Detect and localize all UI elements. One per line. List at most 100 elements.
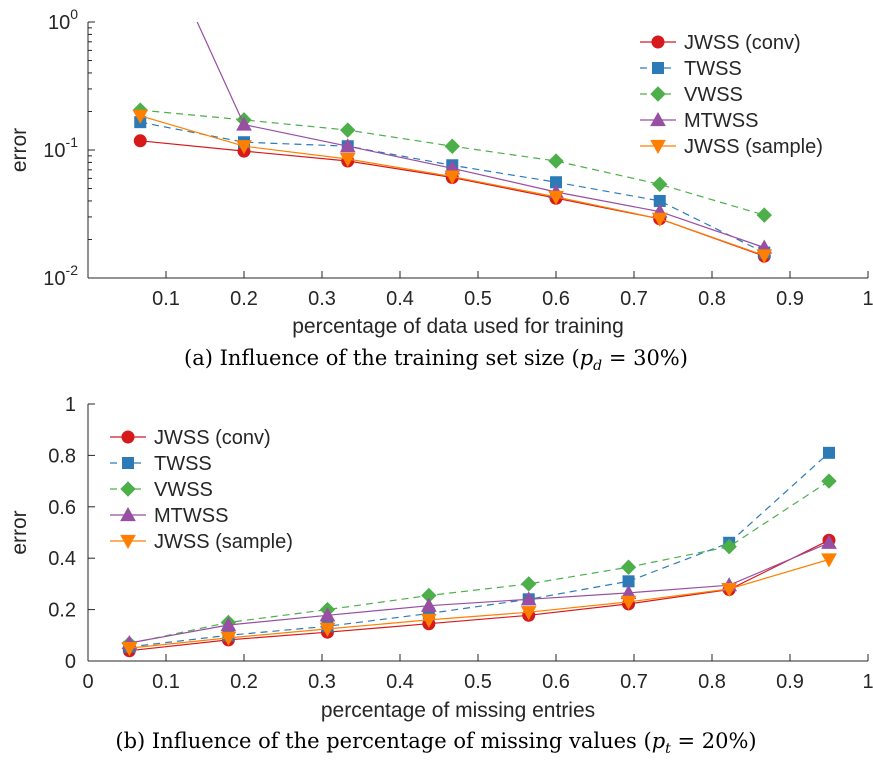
chart-b-caption: (b) Influence of the percentage of missi… xyxy=(115,729,756,757)
chart-a-legend: JWSS (conv) TWSS VWSS MTWSS JWSS (sample) xyxy=(640,32,823,158)
chart-a-series-twss xyxy=(134,116,771,259)
chart-b-series-twss-line xyxy=(129,452,830,648)
chart-b-x-tick-label: 0.4 xyxy=(386,671,414,693)
chart-b-legend-marker xyxy=(120,506,136,522)
chart-b-caption-part: p xyxy=(652,729,665,753)
chart-a-y-tick-exp: -1 xyxy=(66,134,79,150)
chart-b-legend: JWSS (conv) TWSS VWSS MTWSS JWSS (sample) xyxy=(110,427,293,553)
chart-a-series-jwss-sample-point xyxy=(236,140,252,155)
chart-a-x-tick-label: 0.1 xyxy=(152,288,180,310)
chart-b-series-vwss-point xyxy=(821,473,837,489)
chart-a-series-mtwss-point xyxy=(236,116,252,131)
chart-a-y-tick-exp: -2 xyxy=(66,262,79,278)
chart-a-series-jwss-sample-line xyxy=(140,115,765,257)
chart-b-caption-part: = 20%) xyxy=(671,729,757,753)
chart-a-series-jwss-sample-point xyxy=(444,170,461,185)
chart-a-legend-label: JWSS (sample) xyxy=(684,136,823,158)
chart-a-legend-marker xyxy=(650,111,666,127)
chart-a-series-jwss-sample-point xyxy=(339,152,356,168)
chart-a-caption-part: d xyxy=(593,358,602,374)
chart-b-caption-part: (b) Influence of the percentage of missi… xyxy=(115,729,651,753)
chart-a-series-mtwss-line xyxy=(196,22,765,249)
chart-a-series-jwss-sample-point xyxy=(548,190,564,205)
chart-a-legend-marker xyxy=(651,35,665,49)
chart-a-series-mtwss-point xyxy=(339,138,356,153)
chart-a-legend-label: MTWSS xyxy=(684,110,758,132)
chart-a-caption-part: (a) Influence of the training set size ( xyxy=(184,346,580,370)
chart-b-legend-marker xyxy=(120,481,136,497)
chart-a-x-tick-label: 0.4 xyxy=(386,288,414,310)
chart-b-y-tick-label: 0.8 xyxy=(48,445,76,467)
chart-a-x-tick-label: 1 xyxy=(862,288,873,310)
chart-b-legend-label: VWSS xyxy=(154,479,213,501)
chart-b-legend-label: MTWSS xyxy=(154,505,228,527)
chart-b-x-tick-label: 0 xyxy=(82,671,93,693)
chart-b-x-tick-label: 0.8 xyxy=(698,671,726,693)
chart-b-x-tick-label: 0.3 xyxy=(308,671,336,693)
chart-b-legend-label: JWSS (conv) xyxy=(154,427,271,449)
chart-a-series-vwss-point xyxy=(756,207,772,223)
chart-b-series-twss-point xyxy=(823,446,835,459)
chart-a-y-axis-label: error xyxy=(8,128,31,172)
chart-a-caption-part: p xyxy=(580,346,593,370)
chart-a-x-tick-label: 0.5 xyxy=(464,288,492,310)
chart-b-legend-marker xyxy=(120,534,136,550)
chart-b-series-mtwss-point xyxy=(421,597,437,612)
chart-a-series-jwss-sample-point xyxy=(756,249,773,264)
chart-a-legend-label: JWSS (conv) xyxy=(684,32,801,54)
chart-b-series-vwss-point xyxy=(721,538,737,555)
chart-a-series-jwss-conv-point xyxy=(133,134,147,148)
chart-b-series-mtwss-point xyxy=(220,616,237,632)
chart-b: 0 0.1 0.2 0.3 0.4 0.5 0.6 0.7 0.8 0.9 1 0 0.2 0.4 0.6 0… xyxy=(8,394,873,757)
chart-a-x-tick-label: 0.9 xyxy=(776,288,804,310)
chart-b-x-tick-label: 1 xyxy=(862,671,873,693)
chart-a-series-vwss-point xyxy=(340,122,356,138)
chart-b-series-vwss-line xyxy=(129,480,830,645)
chart-a-y-tick-label: 10-2 xyxy=(43,262,78,290)
chart-b-x-axis-label: percentage of missing entries xyxy=(321,699,595,722)
chart-a-y-tick-label: 100 xyxy=(48,6,78,34)
chart-b-series-jwss-sample-point xyxy=(520,606,537,621)
chart-b-x-tick-label: 0.2 xyxy=(230,671,258,693)
chart-a-y-tick-base: 10 xyxy=(43,268,65,290)
chart-a-y-tick-base: 10 xyxy=(43,140,65,162)
chart-a-caption: (a) Influence of the training set size (… xyxy=(184,346,688,374)
chart-b-series-vwss-point xyxy=(620,559,637,575)
chart-b-series-jwss-sample xyxy=(121,553,837,657)
chart-b-series-jwss-sample-point xyxy=(421,613,437,628)
chart-b-legend-marker xyxy=(121,430,135,444)
chart-b-series-jwss-sample-point xyxy=(821,553,837,568)
chart-b-y-tick-label: 0.4 xyxy=(48,548,76,570)
chart-b-legend-label: TWSS xyxy=(154,453,212,475)
chart-a-x-tick-label: 0.7 xyxy=(620,288,648,310)
chart-a-series-jwss-conv-line xyxy=(140,140,765,257)
chart-b-series-jwss-conv-line xyxy=(129,539,830,652)
chart-b-series-mtwss-line xyxy=(129,542,830,644)
chart-b-series-jwss-sample-line xyxy=(129,558,830,649)
chart-b-caption-part: t xyxy=(665,741,671,757)
chart-b-x-tick-label: 0.6 xyxy=(542,671,570,693)
chart-b-series-vwss-point xyxy=(520,576,537,592)
chart-a-x-axis-label: percentage of data used for training xyxy=(292,315,624,338)
chart-b-plot-area xyxy=(121,446,837,658)
chart-b-series-jwss-sample-point xyxy=(721,582,738,598)
chart-b-x-tick-label: 0.7 xyxy=(620,671,648,693)
chart-b-y-tick-label: 0.2 xyxy=(48,600,76,622)
chart-b-y-tick-label: 1 xyxy=(65,394,76,416)
chart-a-x-tick-label: 0.2 xyxy=(230,288,258,310)
chart-a-legend-label: TWSS xyxy=(684,58,742,80)
chart-a-series-vwss-point xyxy=(444,138,460,154)
chart-b-x-tick-label: 0.5 xyxy=(464,671,492,693)
chart-b-series-jwss-sample-point xyxy=(220,631,237,646)
chart-a-x-tick-label: 0.6 xyxy=(542,288,570,310)
chart-b-y-axis-label: error xyxy=(8,510,31,554)
chart-b-x-tick-label: 0.1 xyxy=(152,671,180,693)
chart-a-y-tick-label: 10-1 xyxy=(43,134,78,162)
chart-b-series-mtwss-point xyxy=(319,607,336,622)
chart-a-plot-area xyxy=(132,22,773,264)
chart-a-legend-marker xyxy=(652,62,664,74)
chart-a: 0.1 0.2 0.3 0.4 0.5 0.6 0.7 0.8 0.9 110-210-1100p… xyxy=(8,6,873,374)
chart-a-caption-part: = 30%) xyxy=(602,346,688,370)
chart-a-y-tick-base: 10 xyxy=(48,12,70,34)
chart-b-series-jwss-sample-point xyxy=(620,595,637,610)
